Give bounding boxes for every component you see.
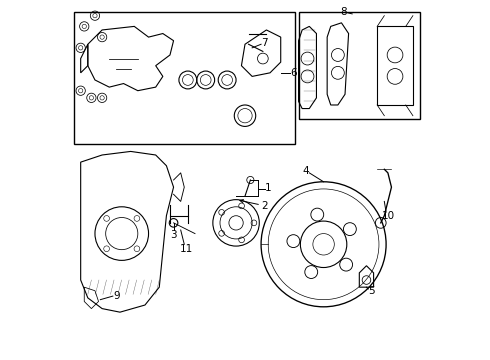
Text: 11: 11 [179, 244, 193, 253]
Text: 10: 10 [381, 211, 394, 221]
Text: 9: 9 [113, 291, 120, 301]
Text: 4: 4 [302, 166, 309, 176]
Text: 2: 2 [261, 201, 268, 211]
Text: 1: 1 [265, 183, 271, 193]
Text: 8: 8 [340, 7, 346, 17]
Bar [74, 12, 295, 144]
Text: 3: 3 [170, 230, 177, 240]
Text: 6: 6 [290, 68, 296, 78]
Text: 7: 7 [261, 38, 268, 48]
Bar [298, 12, 420, 119]
Text: 5: 5 [368, 286, 375, 296]
